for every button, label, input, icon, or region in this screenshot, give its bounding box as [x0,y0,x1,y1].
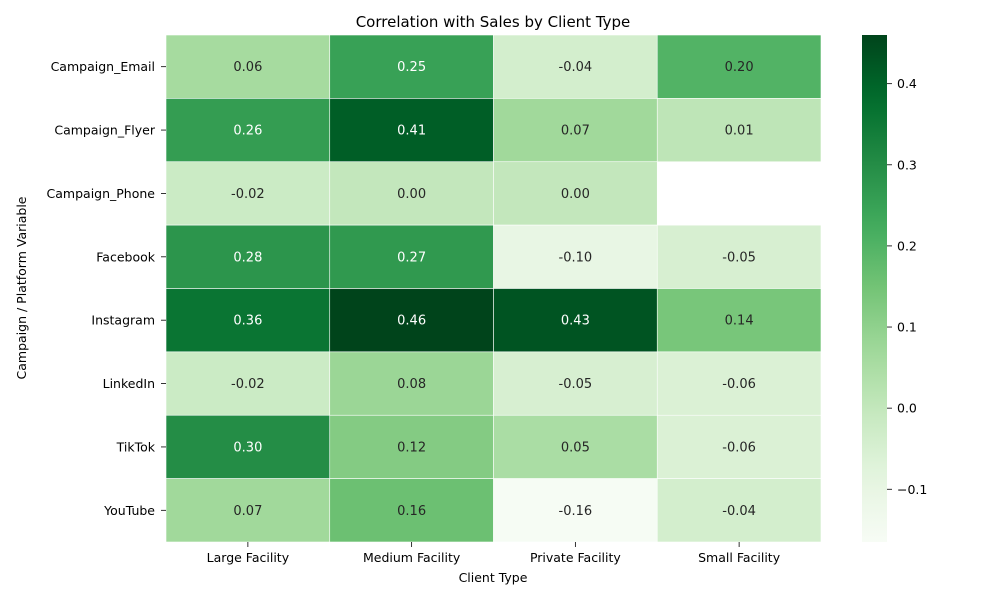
heatmap-cell [165,478,331,543]
heatmap-cell [329,351,494,416]
heatmap-cell [329,288,494,353]
x-axis: Large Facility Medium Facility Private Fac… [207,542,781,565]
cell-value-label: 0.27 [397,250,426,265]
heatmap-cell [493,351,658,416]
colorbar-tick-label: 0.4 [897,76,917,91]
cell-value-label: -0.04 [722,504,756,519]
heatmap-cell [165,98,331,163]
y-tick-label: LinkedIn [103,376,155,391]
y-tick-label: YouTube [103,503,155,518]
heatmap-cell [656,34,822,99]
cell-value-label: 0.07 [561,124,590,139]
y-tick-label: Campaign_Phone [47,186,156,201]
heatmap-cell [493,34,658,99]
cell-value-label: 0.16 [397,504,426,519]
y-axis-label: Campaign / Platform Variable [14,196,29,379]
cell-value-label: 0.06 [233,60,262,75]
cell-value-label: 0.28 [233,250,262,265]
colorbar-tick-label: 0.1 [897,320,917,335]
x-axis-label: Client Type [459,570,528,585]
cell-value-label: 0.26 [233,124,262,139]
y-axis: Campaign_Email Campaign_Flyer Campaign_Pho… [47,59,166,518]
cell-value-label: 0.07 [233,504,262,519]
y-tick-label: Campaign_Email [51,59,155,74]
heatmap-cell [656,414,822,479]
cell-value-label: 0.00 [561,187,590,202]
x-tick-label: Large Facility [207,550,290,565]
heatmap-cell [656,288,822,353]
heatmap-cell [493,98,658,163]
cell-value-label: -0.05 [722,250,756,265]
heatmap-cell [656,98,822,163]
heatmap-cell [493,288,658,353]
y-tick-label: TikTok [116,439,156,454]
colorbar: −0.1 0.0 0.1 0.2 0.3 0.4 [862,35,927,542]
y-tick-label: Campaign_Flyer [54,123,155,138]
cell-value-label: -0.16 [559,504,593,519]
cell-value-label: 0.25 [397,60,426,75]
colorbar-tick-label: 0.3 [897,157,917,172]
cell-value-label: 0.14 [725,314,754,329]
heatmap-cell [329,224,494,289]
cell-value-label: -0.02 [231,377,265,392]
chart-title: Correlation with Sales by Client Type [356,13,631,31]
x-tick-label: Private Facility [530,550,621,565]
heatmap-cell [656,224,822,289]
heatmap-cell [329,98,494,163]
cell-value-label: -0.10 [559,250,593,265]
heatmap-cell [165,224,331,289]
heatmap-cell [493,224,658,289]
cell-value-label: 0.46 [397,314,426,329]
cell-value-label: -0.06 [722,440,756,455]
heatmap-cell [329,478,494,543]
heatmap-cell [656,478,822,543]
cell-value-label: 0.00 [397,187,426,202]
cell-value-label: 0.12 [397,440,426,455]
cell-value-label: -0.06 [722,377,756,392]
cell-value-label: 0.05 [561,440,590,455]
colorbar-tick-label: 0.2 [897,238,917,253]
cell-value-label: -0.05 [559,377,593,392]
cell-value-label: 0.30 [233,440,262,455]
heatmap-cell [329,34,494,99]
heatmap-cells: 0.06 0.25 -0.04 0.20 0.26 0.41 0.07 0.01 -0.02 0.… [165,34,822,543]
y-tick-label: Facebook [96,249,155,264]
heatmap-cell [329,161,494,226]
y-tick-label: Instagram [91,313,155,328]
heatmap-cell [165,34,331,99]
heatmap-cell [165,351,331,416]
heatmap-cell [329,414,494,479]
x-tick-label: Small Facility [698,550,781,565]
cell-value-label: -0.04 [559,60,593,75]
cell-value-label: 0.43 [561,314,590,329]
heatmap-cell [656,351,822,416]
colorbar-tick-label: −0.1 [897,482,927,497]
cell-value-label: 0.08 [397,377,426,392]
cell-value-label: 0.20 [725,60,754,75]
cell-value-label: 0.41 [397,124,426,139]
colorbar-gradient [862,35,887,542]
x-tick-label: Medium Facility [363,550,461,565]
cell-value-label: -0.02 [231,187,265,202]
heatmap-cell [493,161,658,226]
cell-value-label: 0.01 [725,124,754,139]
colorbar-tick-label: 0.0 [897,401,917,416]
cell-value-label: 0.36 [233,314,262,329]
